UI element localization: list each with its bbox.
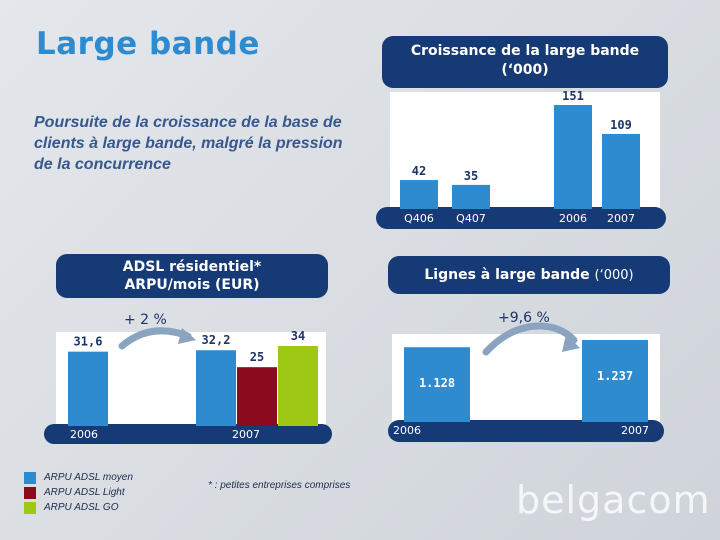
top-chart-value-label: 42	[412, 164, 426, 178]
adsl-chart-bar	[196, 350, 236, 426]
legend-label: ARPU ADSL GO	[44, 502, 119, 513]
legend-label: ARPU ADSL moyen	[44, 472, 133, 483]
belgacom-logo: belgacom	[516, 478, 711, 522]
adsl-chart-value-label: 32,2	[202, 333, 231, 347]
adsl-chart-bar	[237, 367, 277, 426]
footnote: * : petites entreprises comprises	[208, 480, 351, 491]
lines-chart-value-label: 1.237	[597, 369, 633, 383]
top-chart-header-line1: Croissance de la large bande	[410, 43, 640, 59]
lines-chart-header-unit: (‘000)	[594, 268, 634, 283]
top-chart-category-label: Q407	[456, 212, 486, 225]
adsl-legend: ARPU ADSL moyen ARPU ADSL Light ARPU ADS…	[24, 470, 133, 515]
top-chart-value-label: 109	[610, 118, 632, 132]
lines-chart-header-text: Lignes à large bande	[424, 267, 590, 283]
lines-chart-bar	[404, 347, 470, 422]
lines-growth-arrow	[482, 322, 578, 356]
top-chart-header: Croissance de la large bande (‘000)	[382, 36, 668, 88]
adsl-chart-bar	[278, 346, 318, 426]
top-chart-value-label: 151	[562, 89, 584, 103]
legend-swatch	[24, 486, 36, 499]
top-chart-axis	[376, 207, 666, 229]
top-chart-value-label: 35	[464, 169, 478, 183]
adsl-chart-value-label: 34	[291, 329, 305, 343]
legend-item: ARPU ADSL moyen	[24, 470, 133, 485]
lines-chart-value-label: 1.128	[419, 376, 455, 390]
legend-label: ARPU ADSL Light	[44, 487, 125, 498]
top-chart-bar	[602, 133, 640, 209]
lines-chart-category-label: 2006	[393, 424, 421, 437]
lines-growth-label: +9,6 %	[498, 310, 550, 326]
adsl-chart-header-line1: ADSL résidentiel*	[122, 259, 262, 275]
top-chart-category-label: Q406	[404, 212, 434, 225]
top-chart-category-label: 2007	[607, 212, 635, 225]
top-chart-bar	[554, 105, 592, 209]
adsl-growth-label: + 2 %	[124, 312, 167, 328]
adsl-chart-axis	[44, 424, 332, 444]
lines-chart-bar	[582, 340, 648, 422]
top-chart-bar	[400, 180, 438, 209]
lines-chart-header: Lignes à large bande (‘000)	[388, 256, 670, 294]
legend-item: ARPU ADSL GO	[24, 500, 133, 515]
lines-chart-category-label: 2007	[621, 424, 649, 437]
adsl-chart-category-label: 2006	[70, 428, 98, 441]
top-chart-bar	[452, 184, 490, 209]
adsl-chart-category-label: 2007	[232, 428, 260, 441]
top-chart-category-label: 2006	[559, 212, 587, 225]
top-chart-header-line2: (‘000)	[501, 62, 549, 78]
adsl-growth-arrowhead	[178, 328, 196, 344]
legend-swatch	[24, 471, 36, 484]
lines-growth-arrowhead	[562, 334, 580, 352]
legend-item: ARPU ADSL Light	[24, 485, 133, 500]
adsl-chart-bar	[68, 351, 108, 426]
adsl-chart-header-line2: ARPU/mois (EUR)	[124, 277, 260, 293]
adsl-chart-value-label: 25	[250, 350, 264, 364]
slide-title: Large bande	[36, 26, 260, 62]
adsl-chart-header: ADSL résidentiel* ARPU/mois (EUR)	[56, 254, 328, 298]
slide-subtitle: Poursuite de la croissance de la base de…	[34, 114, 343, 173]
adsl-chart-value-label: 31,6	[74, 335, 103, 349]
legend-swatch	[24, 501, 36, 514]
lines-chart-axis	[388, 420, 664, 442]
